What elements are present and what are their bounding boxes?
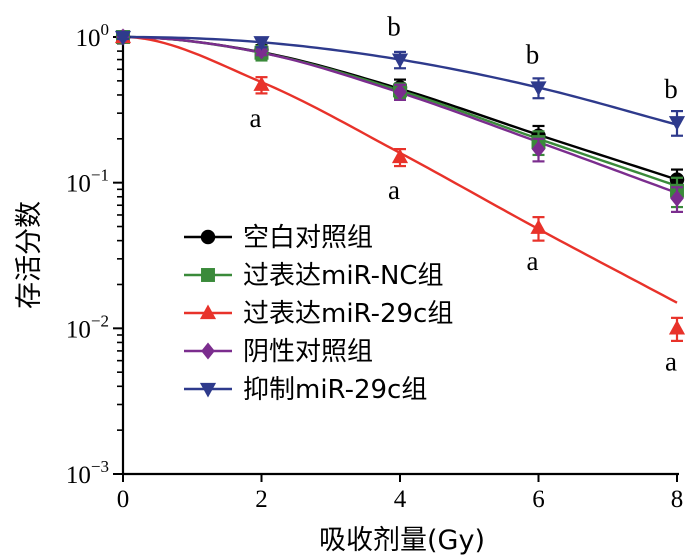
y-tick-label: 10−3 [66, 457, 109, 489]
y-tick-label: 10−2 [66, 311, 109, 343]
legend-marker [201, 268, 215, 282]
significance-label: a [527, 246, 539, 276]
data-point-4-4 [668, 116, 686, 131]
legend-label: 抑制miR-29c组 [243, 375, 427, 405]
data-point-3-2 [393, 83, 407, 101]
legend-label: 过表达miR-29c组 [243, 299, 453, 329]
legend-marker [199, 304, 217, 320]
data-point-2-4 [668, 319, 686, 335]
legend-marker [200, 229, 216, 245]
significance-label: b [387, 12, 401, 42]
legend-marker [201, 342, 215, 360]
data-points [114, 28, 686, 342]
x-tick-label: 6 [532, 486, 545, 513]
x-tick-label: 0 [117, 486, 130, 513]
x-tick-label: 4 [394, 486, 407, 513]
legend: 空白对照组过表达miR-NC组过表达miR-29c组阴性对照组抑制miR-29c… [184, 223, 453, 405]
data-point-4-2 [391, 53, 409, 69]
data-point-2-2 [391, 148, 409, 164]
data-point-2-1 [253, 76, 270, 91]
y-tick-label: 100 [76, 20, 110, 52]
y-tick-label: 10−1 [66, 166, 109, 198]
data-point-4-3 [530, 81, 547, 97]
significance-label: b [664, 74, 678, 104]
x-axis-label: 吸收剂量(Gy) [319, 525, 485, 556]
data-point-4-0 [114, 30, 132, 46]
legend-marker [199, 382, 217, 398]
legend-label: 空白对照组 [243, 223, 373, 253]
significance-annotations: a a a a b b b [250, 12, 678, 377]
legend-label: 阴性对照组 [243, 337, 373, 367]
data-point-4-1 [253, 36, 270, 51]
axes: 0 2 4 6 8 100 10−1 10−2 10−3 [66, 20, 683, 513]
data-point-2-3 [530, 219, 547, 234]
x-tick-label: 8 [671, 486, 684, 513]
x-tick-label: 2 [255, 486, 268, 513]
significance-label: a [665, 346, 677, 376]
significance-label: b [526, 40, 540, 70]
y-axis-label: 存活分数 [14, 201, 45, 309]
legend-label: 过表达miR-NC组 [243, 261, 444, 291]
significance-label: a [388, 175, 400, 205]
data-point-3-4 [670, 189, 684, 207]
significance-label: a [250, 103, 262, 133]
data-point-3-3 [531, 140, 546, 158]
